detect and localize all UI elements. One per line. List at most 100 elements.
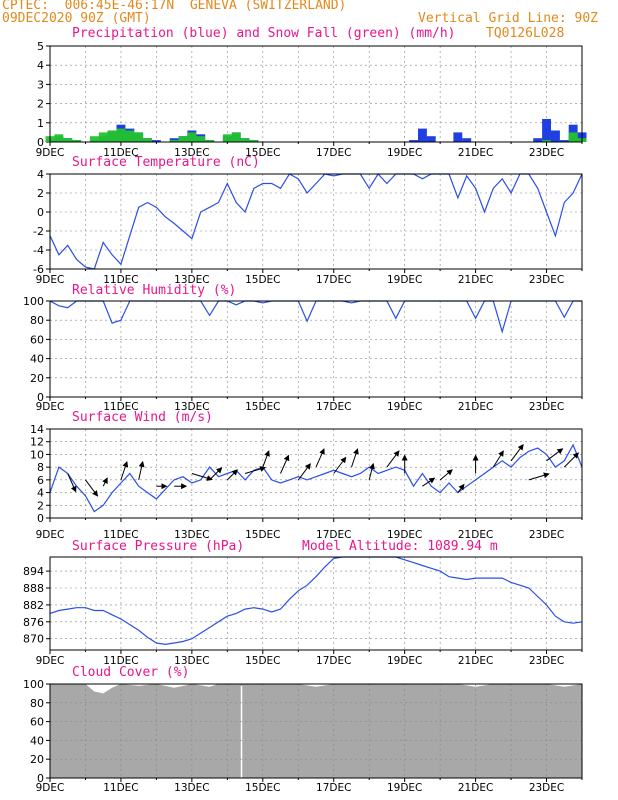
snow-bar [249,140,259,142]
y-tick-label: 60 [30,333,44,346]
wind-arrow [351,448,359,468]
y-tick-label: 2 [37,98,44,111]
precip-bar [453,132,463,142]
x-tick-label: 13DEC [174,274,209,286]
panel-1: -6 -4 -2 0 2 4 9DEC 11DEC 13DEC 15DEC 17DEC 19DEC 21… [33,168,583,286]
header-code: TQ0126L028 [486,26,565,41]
snow-bar [125,130,135,142]
y-tick-label: 0 [37,206,44,219]
y-tick-label: 0 [37,512,44,525]
series-line [49,173,583,270]
y-tick-label: 20 [30,372,44,385]
y-tick-label: 4 [37,487,44,500]
wind-arrow [333,456,347,474]
y-tick-label: 2 [37,499,44,512]
x-tick-label: 9DEC [36,274,65,286]
x-tick-label: 17DEC [316,782,351,794]
x-tick-label: 21DEC [458,401,493,413]
x-tick-label: 11DEC [103,529,138,541]
wind-arrow [546,448,564,462]
y-tick-label: 0 [37,391,44,404]
snow-bar [178,136,188,142]
panel-frame [49,173,583,270]
y-tick-label: 1 [37,117,44,130]
precip-bar [533,138,543,142]
x-tick-label: 17DEC [316,274,351,286]
snow-bar [107,130,117,142]
panel-2: 0 20 40 60 80 100 9DEC 11DEC 13DEC 15DEC 17DEC 19DE… [23,295,583,413]
wind-arrow [120,460,129,481]
y-tick-label: 8 [37,461,44,474]
x-tick-label: 9DEC [36,655,65,667]
snow-bar [89,136,99,142]
y-tick-label: 888 [23,582,44,595]
y-tick-label: 10 [30,448,44,461]
wind-arrow [563,452,580,468]
x-tick-label: 17DEC [316,147,351,159]
header-date: 09DEC2020 90Z (GMT) [2,11,151,26]
x-tick-label: 15DEC [245,655,280,667]
wind-arrow [297,463,311,481]
x-tick-label: 13DEC [174,529,209,541]
wind-arrow [209,467,223,481]
wind-arrow [280,454,290,474]
snow-bar [542,140,551,142]
x-tick-label: 9DEC [36,782,65,794]
y-tick-label: 12 [30,436,44,449]
x-tick-label: 19DEC [387,274,422,286]
wind-arrow [492,450,504,468]
x-tick-label: 15DEC [245,147,280,159]
x-tick-label: 21DEC [458,274,493,286]
x-tick-label: 19DEC [387,782,422,794]
precip-bar [409,140,418,142]
wind-arrow [510,443,524,462]
y-tick-label: 882 [23,599,44,612]
x-tick-label: 11DEC [103,655,138,667]
precip-bar [152,140,161,142]
wind-arrow [386,450,400,468]
x-tick-label: 17DEC [316,529,351,541]
series-line [49,556,583,646]
x-tick-label: 11DEC [103,401,138,413]
wind-arrow [85,479,99,497]
x-tick-label: 11DEC [103,782,138,794]
panel-title-temp: Surface Temperature (nC) [72,155,260,170]
y-tick-label: -6 [33,263,44,276]
precip-bar [559,140,569,142]
series-line [49,300,582,334]
x-tick-label: 19DEC [387,529,422,541]
snow-bar [98,132,108,142]
y-tick-label: 4 [37,168,44,181]
x-tick-label: 23DEC [529,147,564,159]
wind-arrow [226,469,239,481]
x-tick-label: 23DEC [529,401,564,413]
snow-bar [568,132,578,142]
y-tick-label: 80 [30,314,44,327]
y-tick-label: 5 [37,40,44,53]
y-tick-label: 0 [37,136,44,149]
panel-frame [49,45,583,143]
y-tick-label: -4 [33,244,44,257]
y-tick-label: -2 [33,225,44,238]
x-tick-label: 21DEC [458,529,493,541]
x-tick-label: 13DEC [174,655,209,667]
panel-5: 0 20 40 60 80 100 9DEC 11DEC 13DEC 15DEC 17DEC 19DE… [23,678,583,794]
panel-title-cloud: Cloud Cover (%) [72,665,190,680]
snow-bar [222,134,232,142]
y-tick-label: 2 [37,187,44,200]
panel-title-humidity: Relative Humidity (%) [72,283,237,298]
x-tick-label: 21DEC [458,782,493,794]
x-tick-label: 21DEC [458,147,493,159]
snow-bar [63,138,73,142]
wind-arrow [138,460,145,481]
y-tick-label: 870 [23,633,44,646]
snow-bar [134,132,144,142]
panel-title-wind: Surface Wind (m/s) [72,410,213,425]
panel-4: 870 876 882 888 894 9DEC 11DEC 13DEC 15DEC 17DEC 1… [23,556,583,667]
series-line [49,443,583,513]
snow-bar [169,140,179,142]
header-grid-line: Vertical Grid Line: 90Z [418,11,599,26]
y-tick-label: 80 [30,697,44,710]
snow-bar [196,136,206,142]
y-tick-label: 40 [30,353,44,366]
